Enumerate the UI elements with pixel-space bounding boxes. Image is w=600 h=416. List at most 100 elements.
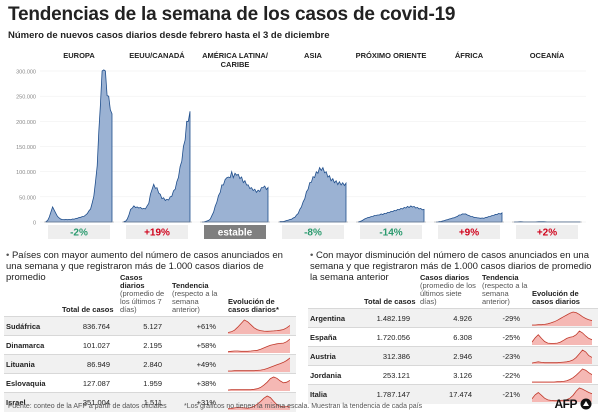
col-trend: Tendencia (respecto a la semana anterior) — [172, 281, 218, 314]
table-row: Argentina 1.482.199 4.926 -29% — [308, 308, 598, 328]
change-value: -2% — [70, 228, 88, 239]
y-tick-label: 200.000 — [16, 120, 36, 126]
region-label: EEUU/CANADÁ — [129, 51, 185, 60]
trend-value: -23% — [480, 346, 530, 366]
total-cases: 1.787.147 — [362, 384, 418, 404]
region-label: OCEANÍA — [530, 51, 565, 60]
total-cases: 312.386 — [362, 346, 418, 366]
region-label: PRÓXIMO ORIENTE — [356, 51, 427, 60]
country-name: España — [308, 327, 362, 347]
table-row: Eslovaquia 127.087 1.959 +38% — [4, 373, 296, 393]
total-cases: 253.121 — [362, 365, 418, 385]
afp-logo: AFP — [555, 397, 593, 411]
sparkline-line — [532, 349, 592, 364]
y-tick-label: 300.000 — [16, 70, 36, 76]
sparkline-line — [228, 338, 290, 353]
sparkline-area — [228, 339, 290, 353]
sparkline-area — [532, 312, 592, 326]
daily-cases: 1.959 — [118, 373, 170, 393]
change-value: -8% — [304, 228, 322, 239]
evolution-sparkline — [532, 349, 592, 364]
sparkline-line — [532, 330, 592, 344]
left-table-heading: • Países con mayor aumento del número de… — [6, 250, 283, 283]
region-label: ÁFRICA — [455, 51, 484, 60]
evolution-cell — [226, 373, 296, 393]
daily-cases: 1.511 — [118, 392, 170, 412]
evolution-cell — [226, 354, 296, 374]
evolution-sparkline — [228, 376, 290, 391]
evolution-sparkline — [228, 395, 290, 411]
region-area — [436, 212, 503, 223]
region-area — [45, 69, 113, 223]
trend-value: -21% — [480, 384, 530, 404]
daily-cases: 3.126 — [418, 365, 480, 385]
region-label: ASIA — [304, 51, 323, 60]
afp-logo-icon — [580, 398, 592, 410]
daily-cases: 4.926 — [418, 308, 480, 328]
scale-footnote: *Los gráficos no tienen la misma escala.… — [184, 403, 423, 410]
daily-cases: 6.308 — [418, 327, 480, 347]
daily-cases: 2.195 — [118, 335, 170, 355]
sparkline-area — [228, 377, 290, 391]
regions-area-chart: 300.000 250.000 200.000 150.000 100.000 50.00… — [16, 51, 586, 239]
country-name: Italia — [308, 384, 362, 404]
region-area — [279, 166, 347, 223]
evolution-cell — [226, 316, 296, 336]
increase-table: Total de casos Casos diarios (promedio de… — [4, 274, 296, 412]
region-label: AMÉRICA LATINA/CARIBE — [202, 51, 269, 69]
col-trend: Tendencia (respecto a la semana anterior) — [482, 273, 528, 306]
source-note: Fuente: conteo de la AFP a partir de dat… — [8, 403, 167, 410]
total-cases: 1.720.056 — [362, 327, 418, 347]
country-name: Eslovaquia — [4, 373, 60, 393]
trend-value: -25% — [480, 327, 530, 347]
change-value: +9% — [459, 228, 479, 239]
region-label: EUROPA — [63, 51, 95, 60]
change-badge — [126, 225, 188, 239]
afp-logo-text: AFP — [554, 397, 578, 411]
country-name: Sudáfrica — [4, 316, 60, 336]
trend-value: +58% — [170, 335, 226, 355]
region-area — [357, 205, 425, 223]
evolution-sparkline — [228, 357, 290, 372]
evolution-cell — [226, 392, 296, 412]
country-name: Israel — [4, 392, 60, 412]
evolution-sparkline — [532, 330, 592, 345]
change-badge — [282, 225, 344, 239]
change-value: estable — [218, 228, 253, 239]
change-value: +2% — [537, 228, 557, 239]
table-row: Sudáfrica 836.764 5.127 +61% — [4, 316, 296, 336]
evolution-cell — [530, 308, 598, 328]
country-name: Austria — [308, 346, 362, 366]
table-row: Italia 1.787.147 17.474 -21% — [308, 384, 598, 404]
right-table-heading: • Con mayor disminución del número de ca… — [310, 250, 592, 283]
y-tick-label: 0 — [33, 221, 36, 227]
total-cases: 86.949 — [60, 354, 118, 374]
evolution-sparkline — [228, 338, 290, 353]
trend-value: -29% — [480, 308, 530, 328]
y-tick-label: 50.000 — [19, 195, 36, 201]
total-cases: 836.764 — [60, 316, 118, 336]
evolution-cell — [530, 346, 598, 366]
sparkline-area — [228, 358, 290, 372]
table-row: Lituania 86.949 2.840 +49% — [4, 354, 296, 374]
table-row: Dinamarca 101.027 2.195 +58% — [4, 335, 296, 355]
country-name: Dinamarca — [4, 335, 60, 355]
total-cases: 1.482.199 — [362, 308, 418, 328]
trend-value: +38% — [170, 373, 226, 393]
change-badge — [516, 225, 578, 239]
sparkline-area — [532, 331, 592, 345]
evolution-cell — [530, 327, 598, 347]
table-row: Israel 351.004 1.511 +31% — [4, 392, 296, 412]
col-daily: Casos diarios (promedio de los últimos 7 … — [120, 273, 165, 314]
country-name: Argentina — [308, 308, 362, 328]
sparkline-line — [228, 395, 290, 410]
evolution-cell — [530, 384, 598, 404]
change-value: -14% — [379, 228, 402, 239]
evolution-cell — [530, 365, 598, 385]
change-badge — [360, 225, 422, 239]
col-total: Total de casos — [364, 297, 416, 306]
sparkline-line — [532, 368, 592, 383]
trend-value: +49% — [170, 354, 226, 374]
sparkline-line — [228, 357, 290, 372]
trend-value: +31% — [170, 392, 226, 412]
